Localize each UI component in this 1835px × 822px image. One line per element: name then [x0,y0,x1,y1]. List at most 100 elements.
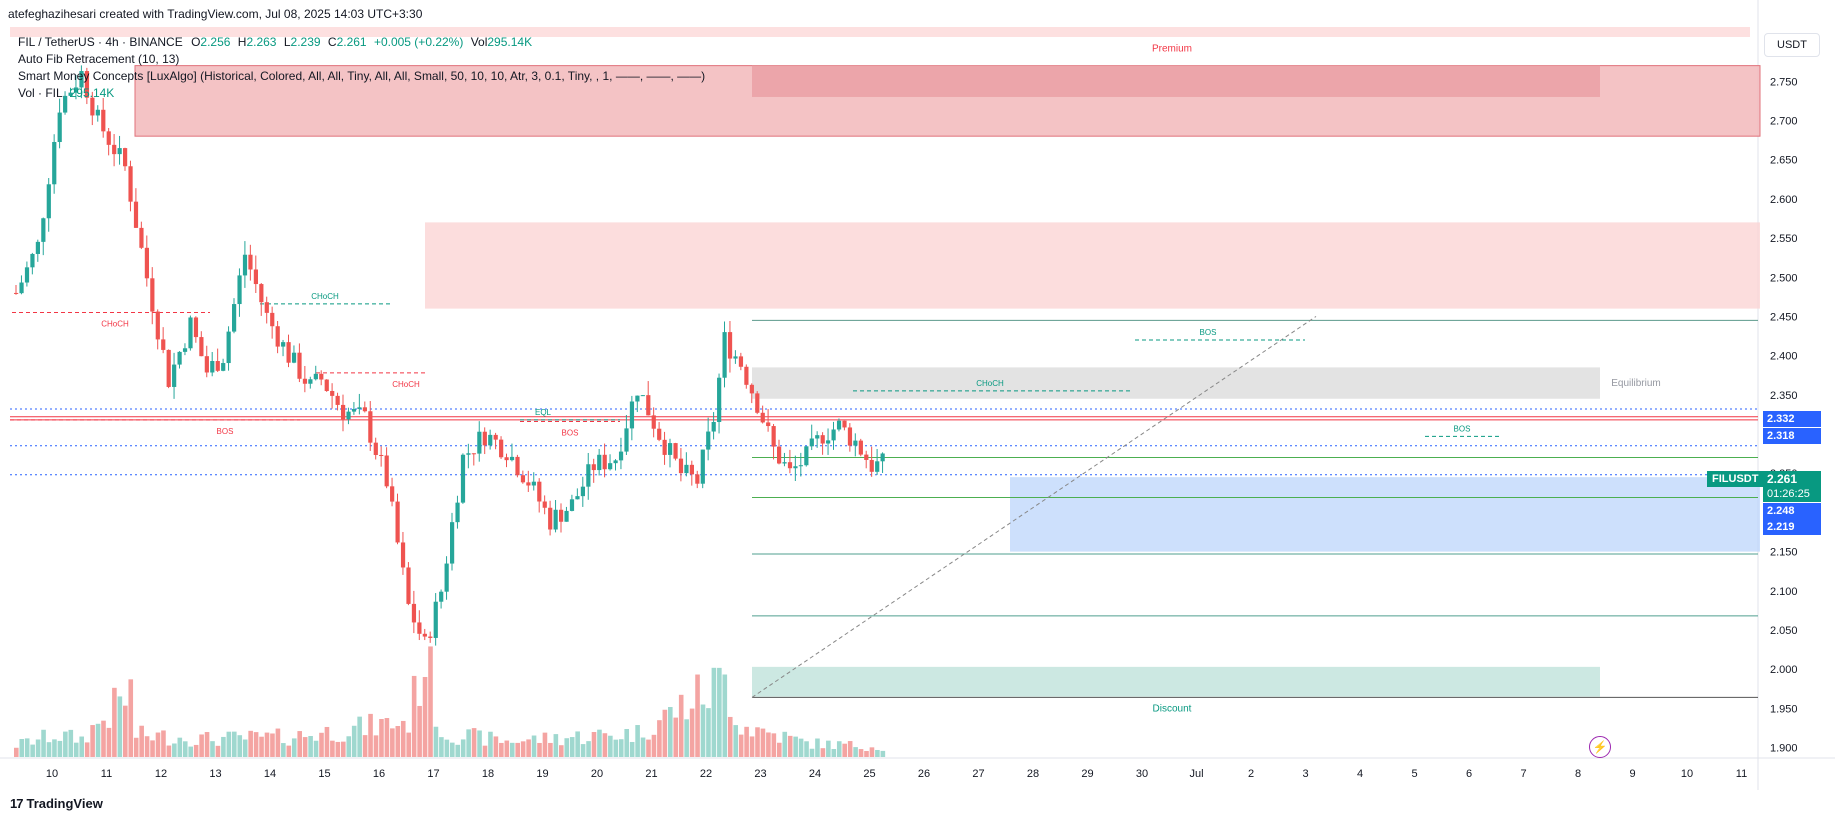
y-tick-label: 2.450 [1770,311,1798,323]
candle-body [559,509,564,522]
x-tick-label: 18 [482,768,494,780]
candle-body [182,348,188,352]
legend-close-label: C [327,35,337,49]
volume-bar [853,747,858,757]
candle-body [428,636,433,638]
candle-body [84,71,90,98]
candle-body [831,429,836,441]
volume-bar [744,726,749,757]
volume-bar [624,728,629,757]
volume-bar [63,731,68,757]
volume-bar [548,742,553,757]
volume-bar [531,735,537,757]
volume-bar [820,748,826,757]
x-tick-label: 30 [1136,768,1148,780]
volume-bar [172,743,177,757]
volume-bar [602,733,608,757]
candle-body [199,337,204,357]
volume-bar [41,729,46,757]
x-tick-label: 12 [155,768,167,780]
candle-body [128,166,133,202]
y-tick-label: 2.600 [1770,194,1798,206]
legend-symbol[interactable]: FIL / TetherUS · 4h · BINANCE [18,35,183,49]
volume-bar [482,745,488,757]
volume-bar [711,667,717,757]
volume-bar [864,750,869,757]
y-tick-label: 2.650 [1770,155,1798,167]
x-tick-label: Jul [1189,768,1203,780]
candle-body [123,148,128,167]
legend-close: 2.261 [336,35,367,49]
candle-body [689,464,694,475]
premium-top-band [10,27,1750,37]
volume-bar [341,741,346,757]
candle-body [864,454,869,460]
y-tick-label: 2.550 [1770,233,1798,245]
candle-body [646,395,651,416]
candle-body [330,390,335,396]
volume-bar [90,725,95,757]
candle-body [221,363,226,371]
candle-body [411,603,417,623]
volume-bar [782,731,788,757]
structure-label: CHoCH [392,380,420,389]
volume-bar [237,735,243,757]
tradingview-brand[interactable]: 17 TradingView [10,796,103,811]
currency-selector-button[interactable]: USDT [1764,33,1820,57]
price-label-2.318: 2.318 [1763,428,1821,444]
legend-indicator-vol[interactable]: Vol · FIL 295.14K [18,85,705,102]
candle-body [400,542,406,568]
structure-label: BOS [1454,424,1471,433]
legend-indicator-smc[interactable]: Smart Money Concepts [LuxAlgo] (Historic… [18,69,706,83]
candle-body [629,401,635,429]
volume-bar [450,742,455,757]
volume-bar [618,739,624,757]
volume-bar [575,731,580,757]
volume-bar [733,725,738,757]
candle-body [79,71,84,88]
volume-bar [177,737,183,757]
volume-bar [738,734,744,757]
candle-body [591,464,596,471]
legend-vol-title: Vol · FIL [18,86,63,100]
volume-bar [793,736,798,757]
candle-body [493,434,498,440]
volume-bar [362,735,368,757]
volume-bar [488,731,493,757]
candle-body [520,475,526,483]
volume-bar [586,741,591,757]
volume-bar [477,730,482,757]
candle-body [373,442,378,455]
x-tick-label: 2 [1248,768,1254,780]
volume-bar [101,720,106,757]
volume-bar [395,725,401,757]
volume-bar [270,733,275,757]
candle-body [422,633,427,637]
legend-symbol-row[interactable]: FIL / TetherUS · 4h · BINANCE O2.256 H2.… [18,34,705,51]
legend-indicator-fib[interactable]: Auto Fib Retracement (10, 13) [18,52,180,66]
volume-bar [673,717,679,757]
candle-body [291,352,297,363]
volume-bar [357,716,362,757]
volume-bar [30,744,35,757]
candle-body [117,148,122,155]
candle-body [809,438,814,447]
volume-bar [755,727,760,757]
candle-body [177,351,182,365]
volume-bar [248,730,253,757]
structure-label: CHoCH [311,292,339,301]
x-tick-label: 27 [972,768,984,780]
candle-body [537,481,542,502]
candle-body [253,269,258,285]
candle-body [777,446,782,464]
volume-bar [700,704,706,757]
candle-body [52,141,57,185]
candle-body [678,458,684,474]
candle-body [30,253,35,268]
volume-bar [313,740,319,757]
bar-countdown: 01:26:25 [1767,488,1810,500]
volume-bar [221,736,226,757]
volume-bar [668,707,673,757]
lightning-icon[interactable]: ⚡ [1589,736,1611,758]
